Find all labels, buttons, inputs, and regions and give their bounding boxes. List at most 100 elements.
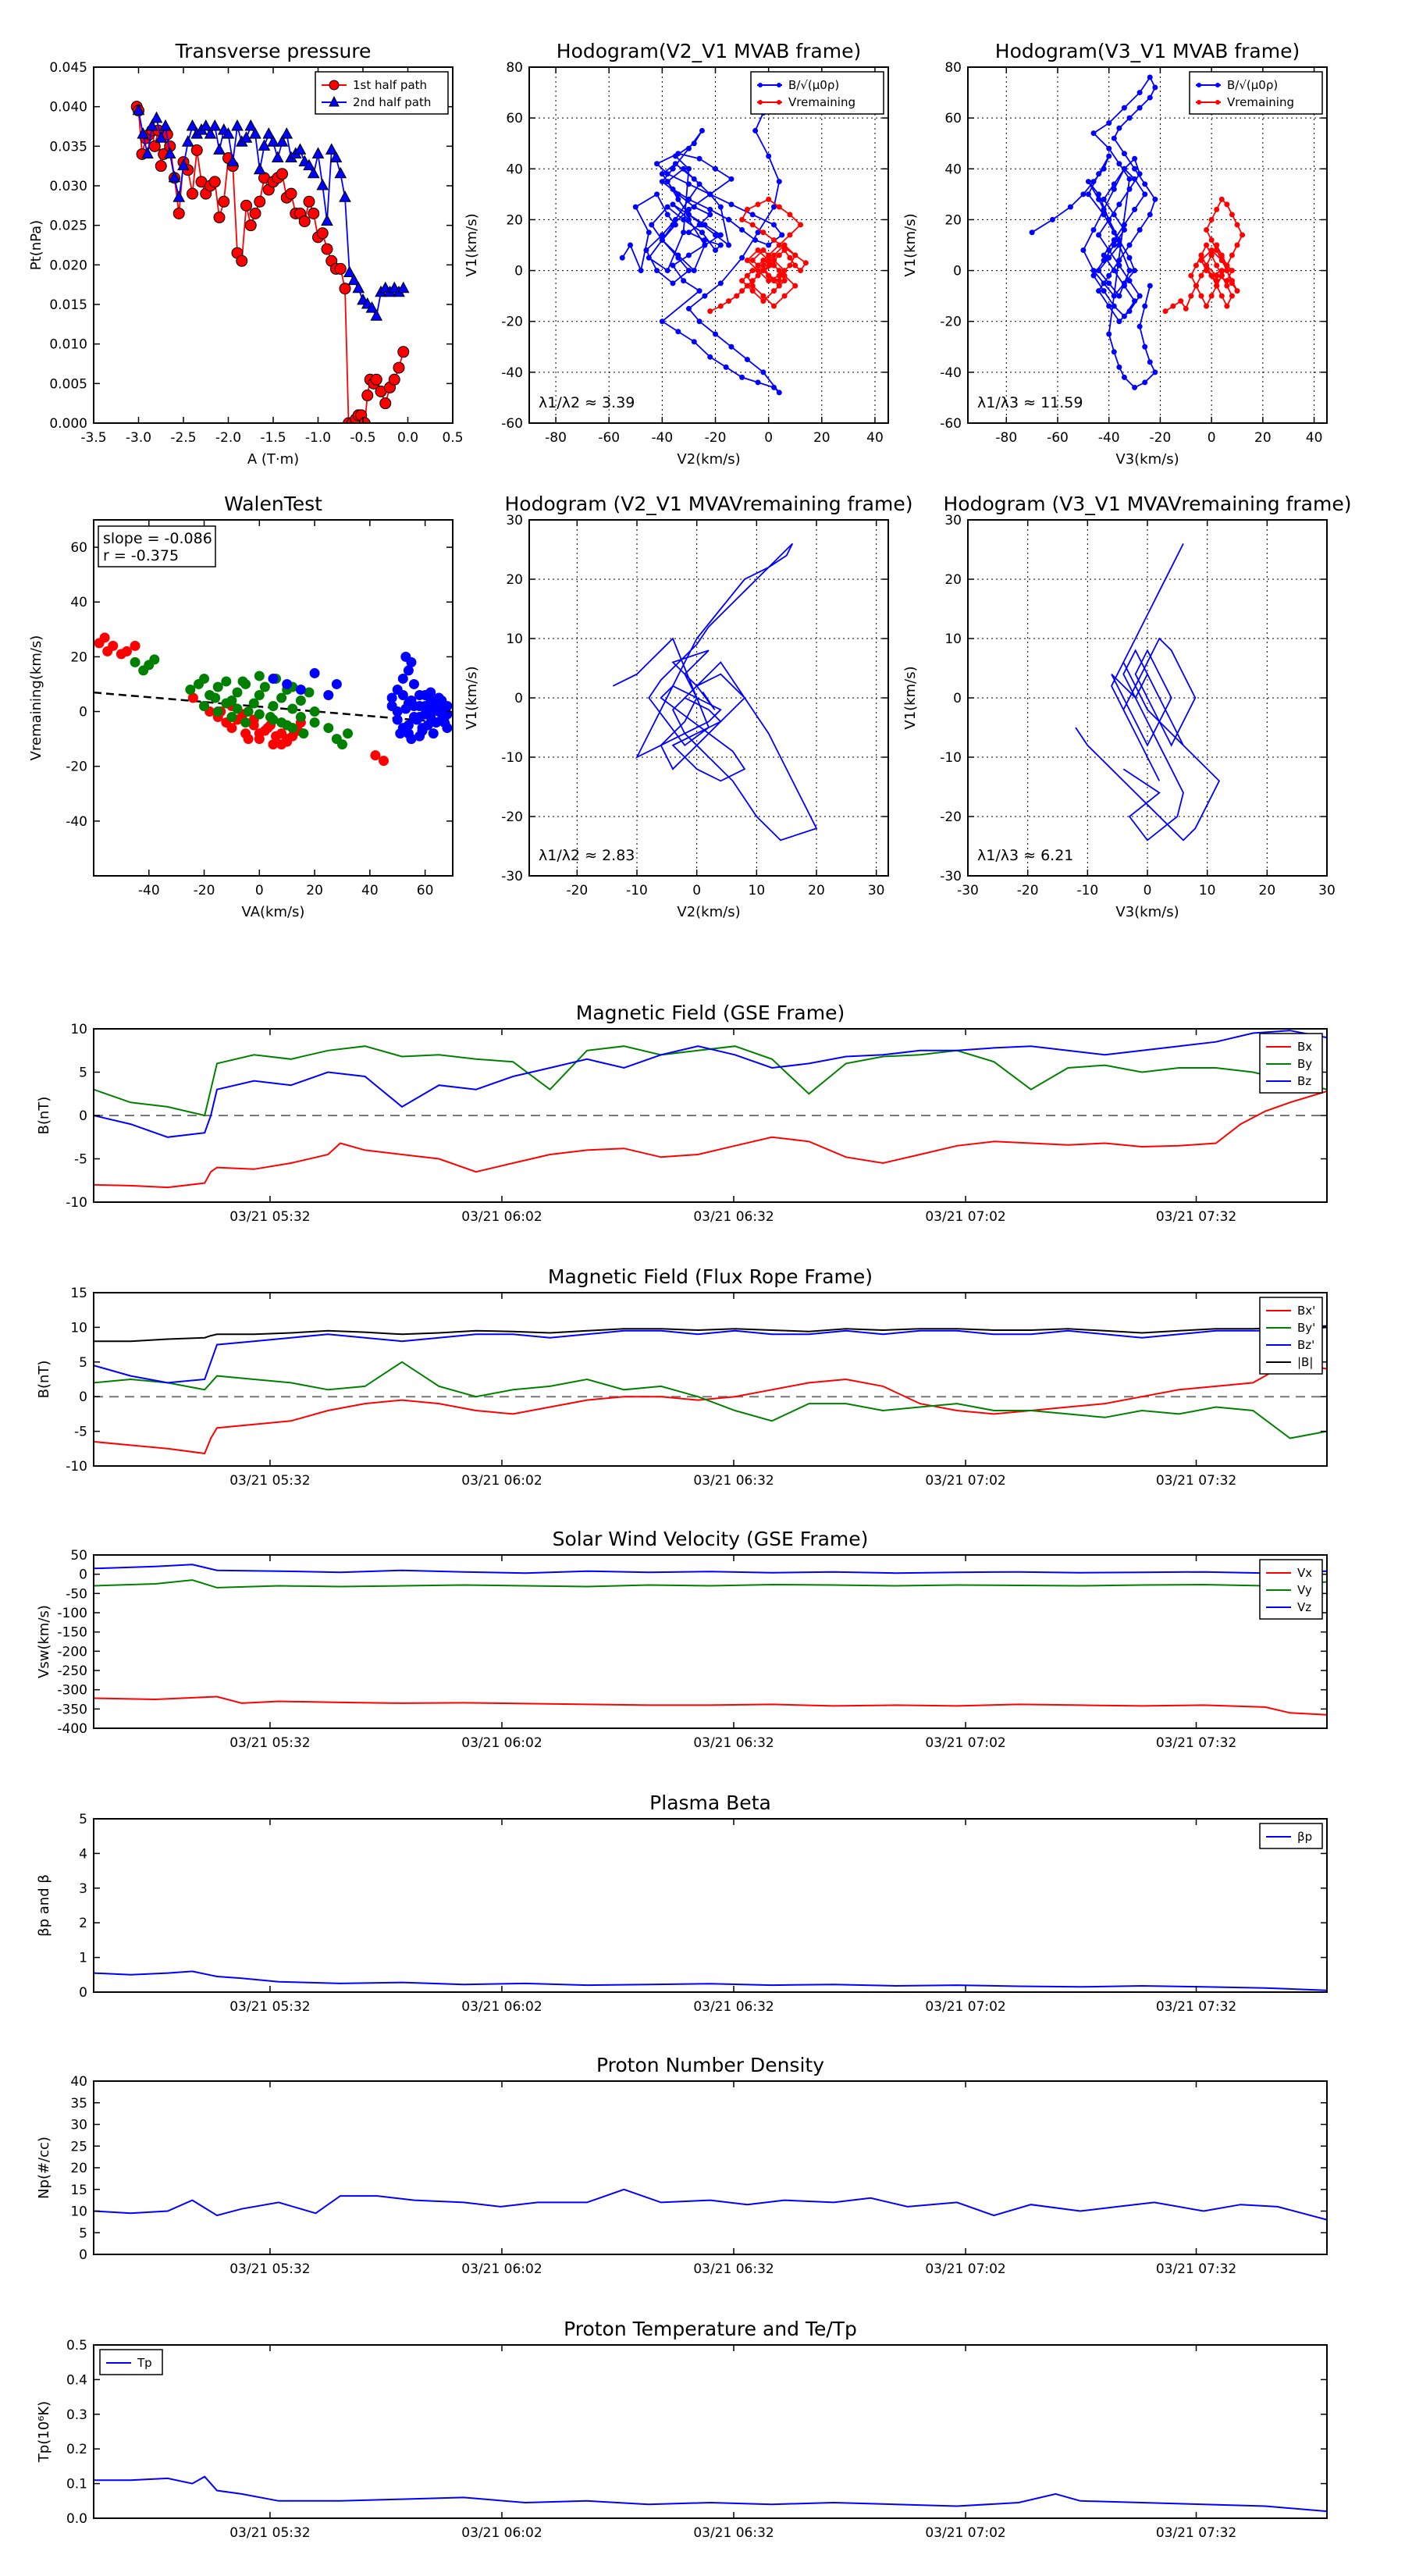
data-point [619,254,625,261]
data-point [752,237,759,243]
data-point [696,181,702,187]
legend-label: Vy [1297,1583,1312,1597]
panel-title: Proton Temperature and Te/Tp [564,2318,857,2340]
data-point [221,698,232,709]
data-point [638,268,644,274]
data-point [685,268,692,274]
data-point [739,216,745,222]
y-tick-label: 0.045 [49,60,87,76]
data-point [1136,90,1143,96]
data-point [141,147,154,158]
y-tick-label: 20 [70,649,87,665]
data-point [691,141,697,147]
data-point [1178,298,1184,304]
data-point [781,268,788,274]
y-tick-label: 0 [79,1567,87,1583]
y-tick-label: -50 [66,1586,87,1602]
legend-label: B/√(μ0ρ) [788,78,839,92]
data-point [1132,206,1138,212]
data-point [276,135,289,147]
data-point [1029,229,1035,236]
data-point [303,158,315,171]
data-point [309,717,320,728]
data-point [755,272,761,279]
legend-label: |B| [1297,1355,1313,1369]
y-tick-label: -60 [940,416,962,432]
y-tick-label: 2 [79,1916,87,1931]
y-tick-label: -150 [57,1625,87,1641]
legend-marker [1215,83,1220,87]
data-point [776,242,782,248]
data-point [646,254,652,261]
y-tick-label: 1 [79,1951,87,1966]
data-point [1208,216,1215,222]
data-point [1126,268,1133,274]
data-point [1111,229,1117,236]
y-tick-label: 0.040 [49,100,87,116]
data-point [760,229,767,236]
panel-tp: Proton Temperature and Te/Tp 03/21 05:32 0… [36,2318,1328,2541]
series-line-βp [94,1970,1327,1991]
data-point [1147,74,1153,80]
y-tick-label: 0 [953,691,962,706]
panel-title: Magnetic Field (Flux Rope Frame) [548,1265,873,1288]
data-point [1121,165,1127,172]
data-point [334,262,347,275]
data-point [1136,171,1143,177]
data-point [336,739,347,750]
data-point [792,283,799,289]
data-point [1147,359,1153,365]
x-tick-label: 03/21 05:32 [229,1473,310,1489]
data-point [218,195,230,208]
data-point [221,676,232,687]
data-point [1090,130,1097,137]
data-point [770,262,777,269]
data-point [798,268,804,274]
data-point [168,170,181,183]
panel-mag_fr: Magnetic Field (Flux Rope Frame) 03/21 05… [36,1265,1328,1489]
data-point [237,676,248,687]
data-point [1085,179,1091,185]
y-tick-label: 0.030 [49,179,87,194]
data-point [749,288,756,294]
data-point [1132,298,1138,304]
plot-area [94,1325,1327,1455]
y-tick-label: -20 [940,809,962,825]
data-point [181,135,194,147]
data-point [1111,186,1117,192]
data-point [213,143,226,155]
x-tick-label: 0 [1208,430,1216,446]
data-point [1136,323,1143,329]
legend-marker [758,100,763,105]
data-point [1208,252,1215,258]
y-tick-label: 0.4 [66,2372,87,2388]
data-point [1116,258,1122,264]
data-point [1229,278,1235,284]
y-tick-label: 0.015 [49,297,87,313]
y-tick-label: 40 [70,595,87,610]
x-tick-label: 20 [306,883,323,898]
data-point [392,714,403,725]
x-tick-label: 0.5 [442,430,463,446]
legend-label: 1st half path [353,78,427,92]
panel-title: Plasma Beta [649,1791,771,1814]
data-point [321,214,333,226]
data-point [177,158,190,171]
y-tick-label: -5 [74,1425,87,1440]
data-point [1147,94,1153,101]
data-point [325,143,338,155]
y-axis-label: V1(km/s) [902,666,919,729]
y-tick-label: 40 [70,2074,87,2090]
legend: Bx' By' Bz' |B| [1259,1297,1323,1375]
data-point [130,656,140,667]
plot-area [94,1970,1327,1991]
data-point [393,361,405,374]
legend: B/√(μ0ρ) Vremaining [1189,71,1323,115]
y-tick-label: 0.035 [49,139,87,155]
y-tick-label: 0 [79,1108,87,1124]
data-point [1116,318,1122,325]
x-tick-label: -30 [957,883,979,898]
data-point [670,165,676,172]
data-point [766,258,772,264]
data-point [1152,84,1158,91]
